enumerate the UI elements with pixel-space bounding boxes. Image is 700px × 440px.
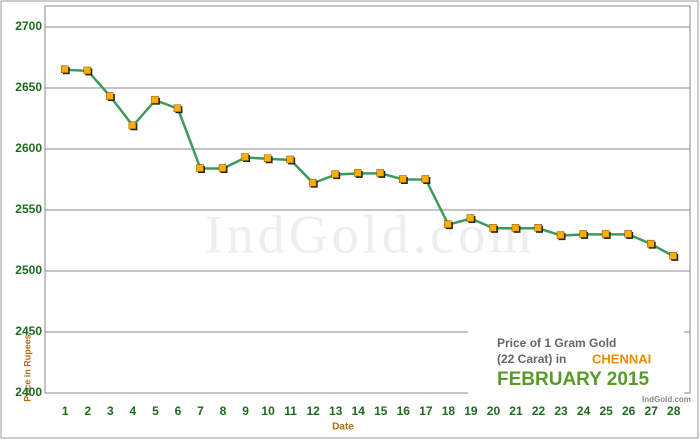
marker [173, 104, 182, 112]
x-tick-label: 22 [532, 404, 546, 418]
marker [151, 95, 159, 104]
y-tick-label: 2450 [15, 324, 42, 338]
y-tick-label: 2600 [15, 141, 42, 155]
marker [331, 170, 339, 178]
grid [45, 26, 690, 333]
x-tick-label: 6 [175, 404, 182, 418]
x-tick-label: 18 [442, 404, 456, 418]
marker [444, 220, 452, 228]
x-tick-label: 11 [284, 404, 297, 418]
x-tick-label: 12 [306, 404, 320, 418]
plot [61, 65, 679, 261]
marker [241, 153, 249, 161]
plot-frame [44, 5, 691, 394]
x-tick-label: 7 [197, 404, 204, 418]
marker [263, 154, 272, 163]
marker [534, 224, 542, 232]
annotation-line1: Price of 1 Gram Gold [497, 336, 616, 350]
marker [61, 65, 69, 73]
marker [489, 224, 497, 232]
marker [601, 230, 610, 238]
marker [83, 66, 92, 75]
y-tick-label: 2500 [15, 263, 42, 277]
marker [624, 230, 632, 238]
marker [646, 239, 655, 248]
marker [556, 231, 565, 239]
x-tick-label: 28 [667, 404, 681, 418]
x-tick-label: 3 [107, 404, 114, 418]
x-tick-label: 17 [419, 404, 433, 418]
marker [353, 169, 362, 177]
annotation-line2: (22 Carat) in [497, 352, 566, 366]
x-tick-label: 27 [645, 404, 659, 418]
x-tick-label: 13 [329, 404, 343, 418]
marker [669, 252, 677, 260]
marker [196, 164, 204, 172]
x-tick-label: 9 [242, 404, 249, 418]
x-tick-label: 4 [130, 404, 137, 418]
marker [579, 230, 587, 238]
watermark: IndGold.com [205, 204, 535, 264]
marker [376, 169, 385, 177]
x-tick-label: 5 [152, 404, 159, 418]
annotation-period: FEBRUARY 2015 [497, 369, 649, 390]
x-tick-label: 16 [397, 404, 411, 418]
annotation-source: IndGold.com [642, 395, 691, 404]
marker [106, 92, 114, 100]
marker [421, 175, 430, 183]
marker [511, 224, 520, 232]
y-axis-label: Price in Rupees [22, 334, 32, 402]
x-tick-label: 14 [352, 404, 366, 418]
x-tick-label: 24 [577, 404, 591, 418]
x-tick-label: 2 [84, 404, 91, 418]
marker [128, 121, 137, 130]
x-tick-label: 8 [220, 404, 227, 418]
marker [466, 214, 475, 222]
y-tick-label: 2700 [15, 19, 42, 33]
x-tick-label: 21 [509, 404, 523, 418]
x-tick-label: 20 [487, 404, 501, 418]
marker [218, 164, 227, 172]
marker [308, 178, 317, 187]
marker [399, 175, 407, 183]
x-tick-label: 10 [261, 404, 275, 418]
x-tick-label: 25 [599, 404, 613, 418]
series-line [65, 68, 675, 258]
y-tick-label: 2550 [15, 202, 42, 216]
x-tick-label: 23 [554, 404, 568, 418]
x-tick-label: 19 [464, 404, 478, 418]
annotation-box [468, 330, 684, 406]
marker [286, 155, 294, 164]
x-tick-label: 15 [374, 404, 388, 418]
y-tick-label: 2400 [15, 385, 42, 399]
x-tick-label: 26 [622, 404, 636, 418]
x-tick-label: 1 [62, 404, 69, 418]
y-tick-label: 2650 [15, 80, 42, 94]
annotation-city: CHENNAI [592, 351, 651, 366]
x-axis-label: Date [332, 422, 354, 433]
